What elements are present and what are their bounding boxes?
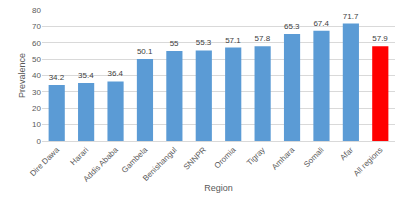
svg-text:Somali: Somali bbox=[302, 145, 326, 169]
svg-text:60: 60 bbox=[32, 39, 41, 48]
svg-text:57.8: 57.8 bbox=[255, 34, 271, 43]
svg-text:Dire Dawa: Dire Dawa bbox=[28, 145, 61, 178]
svg-text:36.4: 36.4 bbox=[107, 69, 123, 78]
svg-text:Region: Region bbox=[204, 183, 233, 193]
svg-text:55: 55 bbox=[170, 39, 179, 48]
svg-text:35.4: 35.4 bbox=[78, 71, 94, 80]
svg-text:57.1: 57.1 bbox=[225, 36, 241, 45]
svg-text:Afar: Afar bbox=[338, 145, 355, 162]
svg-text:Prevalence: Prevalence bbox=[17, 53, 27, 98]
svg-text:57.9: 57.9 bbox=[372, 34, 388, 43]
svg-text:Gambela: Gambela bbox=[120, 145, 150, 175]
svg-text:80: 80 bbox=[32, 6, 41, 15]
svg-text:30: 30 bbox=[32, 88, 41, 97]
svg-text:50.1: 50.1 bbox=[137, 47, 153, 56]
svg-text:0: 0 bbox=[37, 137, 42, 146]
svg-text:Benishangul: Benishangul bbox=[141, 145, 179, 183]
svg-text:Oromia: Oromia bbox=[213, 145, 238, 170]
svg-text:SNNPR: SNNPR bbox=[182, 145, 208, 171]
svg-text:34.2: 34.2 bbox=[49, 73, 65, 82]
svg-text:Addis Ababa: Addis Ababa bbox=[82, 145, 121, 184]
svg-text:50: 50 bbox=[32, 55, 41, 64]
svg-text:Amhara: Amhara bbox=[270, 145, 297, 172]
svg-text:65.3: 65.3 bbox=[284, 22, 300, 31]
svg-text:67.4: 67.4 bbox=[313, 19, 329, 28]
svg-text:All regions: All regions bbox=[352, 145, 385, 178]
svg-text:20: 20 bbox=[32, 104, 41, 113]
svg-text:70: 70 bbox=[32, 22, 41, 31]
svg-text:40: 40 bbox=[32, 71, 41, 80]
svg-text:Tigray: Tigray bbox=[245, 145, 267, 167]
svg-text:55.3: 55.3 bbox=[196, 38, 212, 47]
svg-text:71.7: 71.7 bbox=[343, 12, 359, 21]
svg-text:Harari: Harari bbox=[69, 145, 91, 167]
svg-text:10: 10 bbox=[32, 120, 41, 129]
